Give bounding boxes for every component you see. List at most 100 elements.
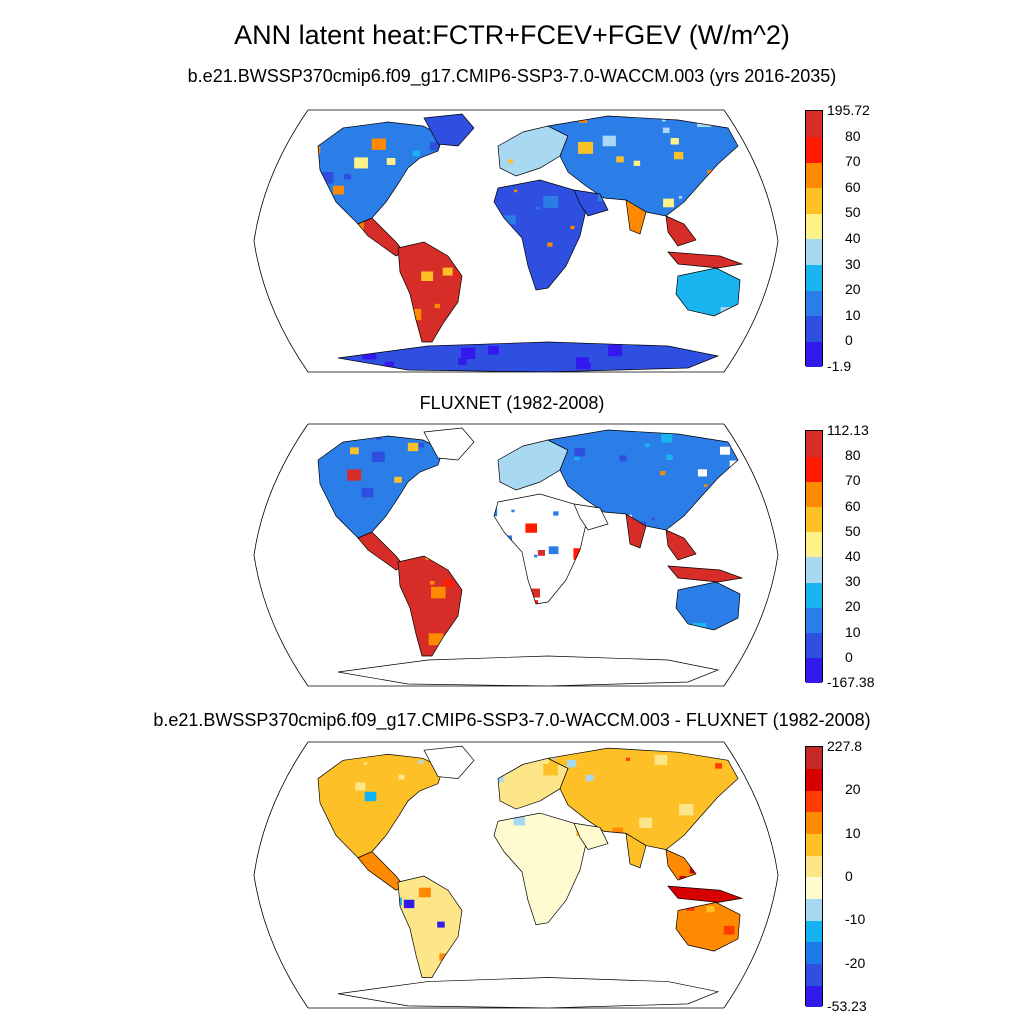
panel-2-title: FLUXNET (1982-2008)	[419, 393, 605, 413]
colorbar-tick-label: -1.9	[827, 358, 852, 374]
colorbar-tick-label: 30	[845, 573, 861, 590]
colorbar-tick-label: 60	[845, 497, 861, 514]
coastline	[573, 189, 609, 217]
colorbar-swatch	[806, 431, 822, 457]
colorbar-swatch	[806, 855, 822, 878]
coastline	[625, 832, 647, 869]
colorbar-swatch	[806, 963, 822, 986]
colorbar-tick-label: 70	[845, 153, 861, 170]
coastline	[573, 503, 609, 531]
colorbar-strip	[805, 430, 823, 684]
colorbar-swatch	[806, 136, 822, 163]
panel-3-map	[253, 741, 779, 1009]
colorbar-tick-label: 20	[845, 281, 861, 298]
colorbar-swatch	[806, 898, 822, 921]
colorbar-tick-label: 60	[845, 178, 861, 195]
coastline	[675, 267, 741, 317]
coastline	[675, 902, 741, 952]
colorbar-tick-label: 50	[845, 522, 861, 539]
colorbar-strip	[805, 110, 823, 368]
panel-2-map	[253, 423, 779, 687]
colorbar-swatch	[806, 582, 822, 608]
coastline	[667, 885, 744, 903]
coastline	[423, 113, 475, 147]
coastline	[665, 849, 697, 881]
colorbar-tick-label: 70	[845, 472, 861, 489]
colorbar-swatch	[806, 481, 822, 508]
colorbar-swatch	[806, 877, 822, 900]
panel-1-map	[253, 109, 779, 373]
colorbar-tick-label: 30	[845, 255, 861, 272]
colorbar-swatch	[806, 290, 822, 317]
coastline	[337, 977, 720, 1008]
colorbar-tick-label: 20	[845, 781, 861, 798]
colorbar-swatch	[806, 213, 822, 240]
panel-3-colorbar: -53.23 -20 -10 0 10 20 227.8	[805, 739, 905, 1013]
panel-1-title: b.e21.BWSSP370cmip6.f09_g17.CMIP6-SSP3-7…	[187, 66, 837, 86]
coastline	[397, 875, 463, 978]
coastline	[317, 121, 444, 225]
colorbar-tick-label: 50	[845, 204, 861, 221]
colorbar-swatch	[806, 747, 822, 770]
coastline	[317, 435, 444, 539]
colorbar-tick-label: 10	[845, 306, 861, 323]
colorbar-tick-label: 80	[845, 127, 861, 144]
colorbar-swatch	[806, 315, 822, 342]
coastline	[625, 199, 647, 235]
coastline	[423, 427, 475, 461]
coastline	[337, 655, 720, 686]
colorbar-tick-label: 10	[845, 824, 861, 841]
coastline	[397, 241, 463, 343]
colorbar-tick-label: 227.8	[827, 738, 863, 754]
colorbar-tick-label: 0	[845, 332, 853, 349]
colorbar-swatch	[806, 456, 822, 482]
coastline	[317, 753, 444, 859]
coastline	[667, 251, 744, 269]
colorbar-swatch	[806, 341, 822, 368]
colorbar-tick-label: -167.38	[827, 674, 875, 690]
colorbar-swatch	[806, 531, 822, 558]
coastline	[625, 513, 647, 549]
colorbar-swatch	[806, 920, 822, 943]
coastline	[337, 341, 720, 372]
colorbar-tick-label: 40	[845, 548, 861, 564]
panel-3-title: b.e21.BWSSP370cmip6.f09_g17.CMIP6-SSP3-7…	[153, 710, 871, 730]
figure-title: ANN latent heat:FCTR+FCEV+FGEV (W/m^2)	[234, 20, 790, 50]
colorbar-tick-label: 20	[845, 598, 861, 615]
colorbar-strip	[805, 746, 823, 1008]
colorbar-tick-label: -10	[845, 911, 866, 928]
panel-2-colorbar: -167.38 0 10 20 30 40 50 60 70 80 112.13	[805, 423, 905, 689]
panel-1-colorbar: -1.9 0 10 20 30 40 50 60 70 80 195.72	[805, 103, 905, 373]
coastline	[665, 215, 697, 247]
colorbar-tick-label: 0	[845, 648, 853, 665]
colorbar-tick-label: 195.72	[827, 102, 870, 118]
colorbar-swatch	[806, 632, 822, 659]
colorbar-swatch	[806, 111, 822, 138]
colorbar-swatch	[806, 985, 822, 1008]
colorbar-swatch	[806, 833, 822, 856]
colorbar-swatch	[806, 812, 822, 835]
colorbar-swatch	[806, 942, 822, 965]
colorbar-swatch	[806, 239, 822, 266]
colorbar-tick-label: 80	[845, 447, 861, 464]
colorbar-swatch	[806, 768, 822, 791]
colorbar-swatch	[806, 264, 822, 291]
colorbar-swatch	[806, 506, 822, 533]
colorbar-tick-label: -20	[845, 954, 866, 971]
coastline	[665, 529, 697, 561]
colorbar-swatch	[806, 790, 822, 813]
coastline	[397, 555, 463, 657]
colorbar-swatch	[806, 557, 822, 583]
colorbar-tick-label: -53.23	[827, 998, 867, 1014]
colorbar-tick-label: 112.13	[827, 422, 869, 438]
colorbar-swatch	[806, 607, 822, 634]
colorbar-tick-label: 40	[845, 230, 861, 246]
coastline	[667, 565, 744, 583]
colorbar-swatch	[806, 187, 822, 214]
colorbar-tick-label: 10	[845, 623, 861, 640]
coastline	[423, 745, 475, 779]
coastline	[675, 581, 741, 631]
colorbar-tick-label: 0	[845, 868, 853, 884]
colorbar-swatch	[806, 162, 822, 189]
coastline	[573, 822, 609, 851]
